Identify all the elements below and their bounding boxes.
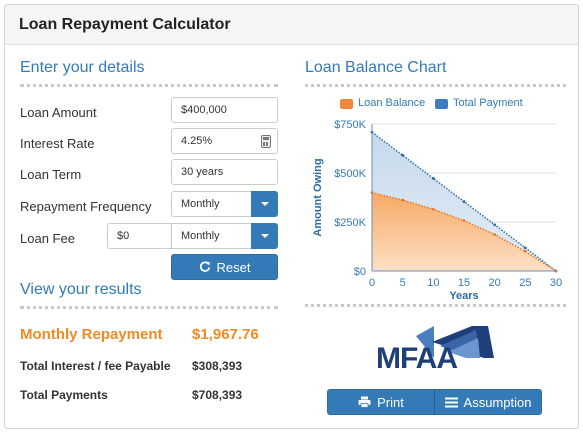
loan-fee-label: Loan Fee bbox=[20, 231, 75, 246]
repayment-frequency-label: Repayment Frequency bbox=[20, 199, 152, 214]
print-label: Print bbox=[377, 394, 404, 410]
y-tick-label: $500K bbox=[334, 168, 366, 180]
x-tick-label: 25 bbox=[519, 277, 531, 289]
total-payments-label: Total Payments bbox=[20, 388, 108, 402]
divider bbox=[20, 84, 278, 87]
list-icon bbox=[444, 397, 458, 407]
y-axis-label: Amount Owing bbox=[312, 158, 324, 236]
data-point bbox=[462, 219, 466, 223]
data-point bbox=[493, 223, 497, 227]
divider bbox=[305, 84, 566, 87]
legend-label-loan-balance: Loan Balance bbox=[358, 97, 426, 109]
page-title: Loan Repayment Calculator bbox=[19, 16, 231, 33]
x-tick-label: 15 bbox=[458, 277, 470, 289]
print-icon bbox=[358, 396, 371, 408]
legend-label-total-payment: Total Payment bbox=[453, 97, 523, 109]
loan-term-input[interactable]: 30 years bbox=[171, 159, 278, 185]
chevron-down-icon bbox=[261, 202, 269, 206]
interest-rate-input[interactable]: 4.25% bbox=[171, 128, 278, 154]
loan-fee-frequency-select[interactable]: Monthly bbox=[171, 223, 252, 249]
legend-swatch-total-payment bbox=[435, 99, 448, 109]
results-heading: View your results bbox=[20, 281, 142, 298]
assumption-button[interactable]: Assumption bbox=[434, 389, 542, 415]
y-tick-label: $0 bbox=[354, 266, 366, 278]
x-tick-label: 20 bbox=[489, 277, 501, 289]
legend-swatch-loan-balance bbox=[340, 99, 353, 109]
monthly-repayment-label: Monthly Repayment bbox=[20, 326, 163, 343]
interest-rate-value: 4.25% bbox=[181, 135, 213, 147]
total-interest-value: $308,393 bbox=[192, 359, 243, 373]
repayment-frequency-dropdown[interactable] bbox=[251, 191, 278, 217]
y-tick-label: $250K bbox=[334, 217, 366, 229]
x-tick-label: 30 bbox=[550, 277, 562, 289]
loan-amount-input[interactable]: $400,000 bbox=[171, 97, 278, 123]
data-point bbox=[523, 250, 527, 253]
data-point bbox=[401, 153, 405, 157]
divider bbox=[305, 304, 566, 307]
monthly-repayment-value: $1,967.76 bbox=[192, 326, 259, 343]
data-point bbox=[462, 200, 466, 203]
data-point bbox=[431, 177, 435, 180]
loan-fee-input[interactable]: $0 bbox=[107, 223, 172, 249]
panel-header: Loan Repayment Calculator bbox=[5, 5, 578, 45]
series-area-0 bbox=[372, 192, 556, 271]
divider bbox=[20, 306, 278, 309]
data-point bbox=[493, 233, 497, 236]
calculator-icon[interactable] bbox=[261, 135, 271, 148]
reset-button[interactable]: Reset bbox=[171, 254, 278, 280]
total-payments-value: $708,393 bbox=[192, 388, 243, 402]
logo-text: MFAA bbox=[376, 342, 458, 375]
interest-rate-label: Interest Rate bbox=[20, 136, 95, 151]
details-heading: Enter your details bbox=[20, 59, 145, 76]
data-point bbox=[431, 207, 435, 211]
data-point bbox=[401, 198, 405, 202]
x-axis-label: Years bbox=[449, 290, 478, 302]
reset-label: Reset bbox=[216, 259, 251, 275]
total-interest-label: Total Interest / fee Payable bbox=[20, 359, 171, 373]
refresh-icon bbox=[199, 261, 210, 272]
mfaa-logo-graphic bbox=[416, 326, 494, 358]
x-tick-label: 0 bbox=[369, 277, 375, 289]
data-point bbox=[523, 246, 527, 250]
loan-term-label: Loan Term bbox=[20, 167, 82, 182]
chart-heading: Loan Balance Chart bbox=[305, 59, 447, 76]
loan-fee-frequency-dropdown[interactable] bbox=[251, 223, 278, 249]
assumption-label: Assumption bbox=[463, 394, 532, 410]
y-tick-label: $750K bbox=[334, 119, 366, 131]
x-tick-label: 5 bbox=[400, 277, 406, 289]
mfaa-logo: MFAA bbox=[376, 322, 496, 378]
loan-amount-label: Loan Amount bbox=[20, 105, 97, 120]
print-button[interactable]: Print bbox=[327, 389, 435, 415]
repayment-frequency-select[interactable]: Monthly bbox=[171, 191, 252, 217]
chevron-down-icon bbox=[261, 234, 269, 238]
x-tick-label: 10 bbox=[427, 277, 439, 289]
